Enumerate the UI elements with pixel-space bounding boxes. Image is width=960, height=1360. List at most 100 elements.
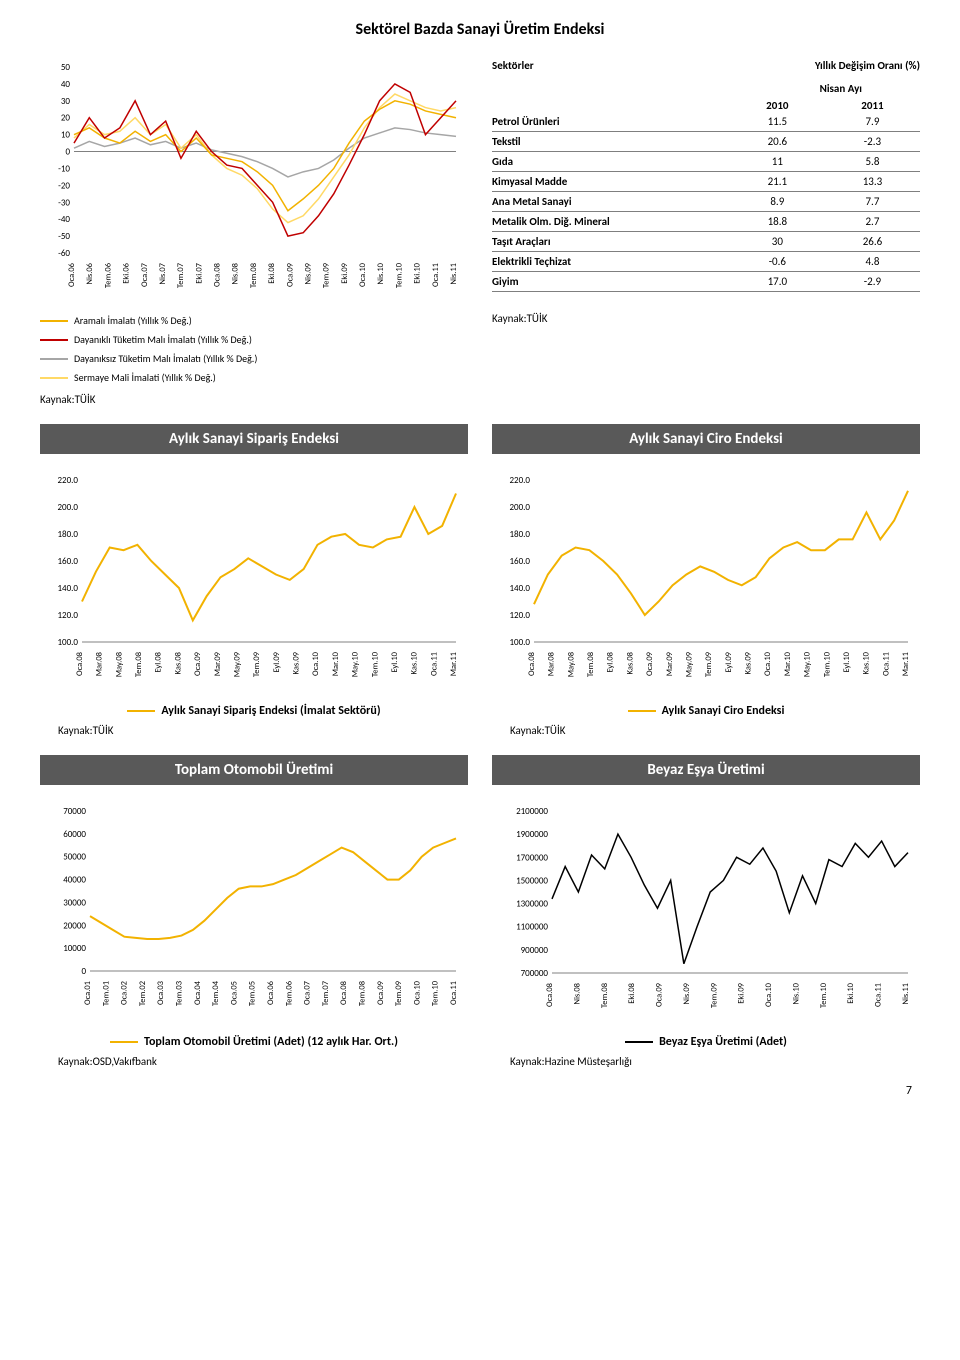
svg-text:Tem.07: Tem.07 <box>176 262 186 288</box>
svg-text:1900000: 1900000 <box>516 829 548 840</box>
table-row: Ana Metal Sanayi8.97.7 <box>492 192 920 212</box>
svg-text:120.0: 120.0 <box>57 610 78 621</box>
year-row: 2010 2011 <box>492 99 920 112</box>
svg-text:1300000: 1300000 <box>516 899 548 910</box>
svg-text:1500000: 1500000 <box>516 875 548 886</box>
svg-text:May.10: May.10 <box>803 651 813 677</box>
svg-text:Tem.06: Tem.06 <box>103 262 113 288</box>
svg-text:Oca.03: Oca.03 <box>156 981 166 1005</box>
svg-text:Mar.11: Mar.11 <box>901 652 911 676</box>
svg-text:Eyl.08: Eyl.08 <box>606 652 616 673</box>
main-title: Sektörel Bazda Sanayi Üretim Endeksi <box>40 16 920 43</box>
svg-text:Oca.01: Oca.01 <box>83 981 93 1005</box>
source-tuik-1: Kaynak:TÜİK <box>40 393 468 406</box>
row-label: Taşıt Araçları <box>492 235 730 248</box>
chart-otomobil: 010000200003000040000500006000070000Oca.… <box>40 799 468 1027</box>
legend-ciro: Aylık Sanayi Ciro Endeksi <box>492 704 920 718</box>
row-label: Elektrikli Teçhizat <box>492 255 730 268</box>
row-v2: 5.8 <box>825 155 920 168</box>
svg-text:Kas.09: Kas.09 <box>292 651 302 674</box>
svg-text:Oca.08: Oca.08 <box>339 981 349 1005</box>
chart-beyaz: 7000009000001100000130000015000001700000… <box>492 799 920 1027</box>
table-row: Petrol Ürünleri11.57.9 <box>492 112 920 132</box>
svg-text:Eyl.09: Eyl.09 <box>272 651 282 672</box>
year-2011: 2011 <box>825 99 920 112</box>
svg-text:30000: 30000 <box>63 897 86 908</box>
chart-siparis: 100.0120.0140.0160.0180.0200.0220.0Oca.0… <box>40 468 468 696</box>
chart-sanayi-uretim: -60-50-40-30-20-1001020304050Oca.06Nis.0… <box>40 55 468 303</box>
svg-text:1700000: 1700000 <box>516 852 548 863</box>
svg-text:-10: -10 <box>58 163 70 174</box>
svg-text:Oca.06: Oca.06 <box>67 262 77 287</box>
svg-text:Tem.02: Tem.02 <box>138 981 148 1006</box>
legend-beyaz: Beyaz Eşya Üretimi (Adet) <box>492 1035 920 1049</box>
svg-text:Tem.08: Tem.08 <box>600 983 610 1008</box>
svg-text:Mar.10: Mar.10 <box>331 651 341 676</box>
row-v2: 13.3 <box>825 175 920 188</box>
svg-text:40: 40 <box>61 79 71 90</box>
svg-text:140.0: 140.0 <box>509 583 530 594</box>
svg-text:Tem.07: Tem.07 <box>321 980 331 1006</box>
svg-text:Mar.08: Mar.08 <box>547 652 557 676</box>
svg-text:10000: 10000 <box>63 943 86 954</box>
svg-text:Nis.08: Nis.08 <box>231 263 241 285</box>
svg-text:Tem.10: Tem.10 <box>819 982 829 1008</box>
swatch-dayaniksiz <box>40 358 68 360</box>
svg-text:Tem.08: Tem.08 <box>134 652 144 677</box>
svg-text:Oca.09: Oca.09 <box>655 982 665 1007</box>
svg-text:Mar.10: Mar.10 <box>783 651 793 676</box>
svg-text:Tem.01: Tem.01 <box>101 981 111 1006</box>
svg-text:Nis.09: Nis.09 <box>303 262 313 284</box>
svg-text:50000: 50000 <box>63 852 86 863</box>
svg-text:Oca.10: Oca.10 <box>764 982 774 1007</box>
svg-text:700000: 700000 <box>521 968 549 979</box>
svg-text:May.10: May.10 <box>351 651 361 677</box>
svg-text:160.0: 160.0 <box>57 556 78 567</box>
source-hazine: Kaynak:Hazine Müsteşarlığı <box>510 1055 920 1068</box>
sub-header: Nisan Ayı <box>492 82 870 95</box>
table-row: Elektrikli Teçhizat-0.64.8 <box>492 252 920 272</box>
svg-text:Tem.09: Tem.09 <box>394 980 404 1006</box>
svg-text:0: 0 <box>81 966 86 977</box>
source-tuik-2: Kaynak:TÜİK <box>492 312 920 325</box>
svg-text:-50: -50 <box>58 231 70 242</box>
table-row: Giyim17.0-2.9 <box>492 272 920 292</box>
svg-text:Eki.10: Eki.10 <box>846 982 856 1003</box>
row-label: Kimyasal Madde <box>492 175 730 188</box>
svg-text:-30: -30 <box>58 197 70 208</box>
svg-text:Nis.11: Nis.11 <box>449 263 459 285</box>
svg-text:Oca.11: Oca.11 <box>429 652 439 676</box>
th-sect: Sektörler <box>492 59 730 72</box>
svg-text:Tem.04: Tem.04 <box>211 980 221 1006</box>
row-label: Tekstil <box>492 135 730 148</box>
svg-text:Tem.06: Tem.06 <box>284 980 294 1006</box>
table-row: Gıda115.8 <box>492 152 920 172</box>
svg-text:Tem.10: Tem.10 <box>431 980 441 1006</box>
svg-text:Eki.06: Eki.06 <box>122 262 132 283</box>
svg-text:May.08: May.08 <box>114 652 124 677</box>
legend-dayanikli: Dayanıklı Tüketim Malı İmalatı (Yıllık %… <box>74 330 252 349</box>
svg-text:Nis.08: Nis.08 <box>572 983 582 1005</box>
svg-text:140.0: 140.0 <box>57 583 78 594</box>
svg-text:Eki.07: Eki.07 <box>194 262 204 283</box>
legend-sermaye: Sermaye Mali İmalati (Yıllık % Değ.) <box>74 368 216 387</box>
row-v1: 21.1 <box>730 175 825 188</box>
th-rate: Yıllık Değişim Oranı (%) <box>730 59 920 72</box>
svg-text:Nis.09: Nis.09 <box>682 982 692 1004</box>
svg-text:Eki.09: Eki.09 <box>737 982 747 1003</box>
title-siparis: Aylık Sanayi Sipariş Endeksi <box>40 424 468 454</box>
svg-text:100.0: 100.0 <box>57 637 78 648</box>
svg-text:Eyl.08: Eyl.08 <box>154 652 164 673</box>
svg-text:-40: -40 <box>58 214 70 225</box>
row-v1: 18.8 <box>730 215 825 228</box>
svg-text:180.0: 180.0 <box>509 529 530 540</box>
row-v1: 11.5 <box>730 115 825 128</box>
svg-text:Oca.04: Oca.04 <box>193 980 203 1005</box>
svg-text:120.0: 120.0 <box>509 610 530 621</box>
svg-text:Oca.11: Oca.11 <box>881 652 891 676</box>
svg-text:Oca.08: Oca.08 <box>545 983 555 1007</box>
svg-text:Oca.09: Oca.09 <box>285 262 295 287</box>
svg-text:200.0: 200.0 <box>509 502 530 513</box>
svg-text:Tem.03: Tem.03 <box>175 981 185 1006</box>
svg-text:Nis.10: Nis.10 <box>376 262 386 284</box>
